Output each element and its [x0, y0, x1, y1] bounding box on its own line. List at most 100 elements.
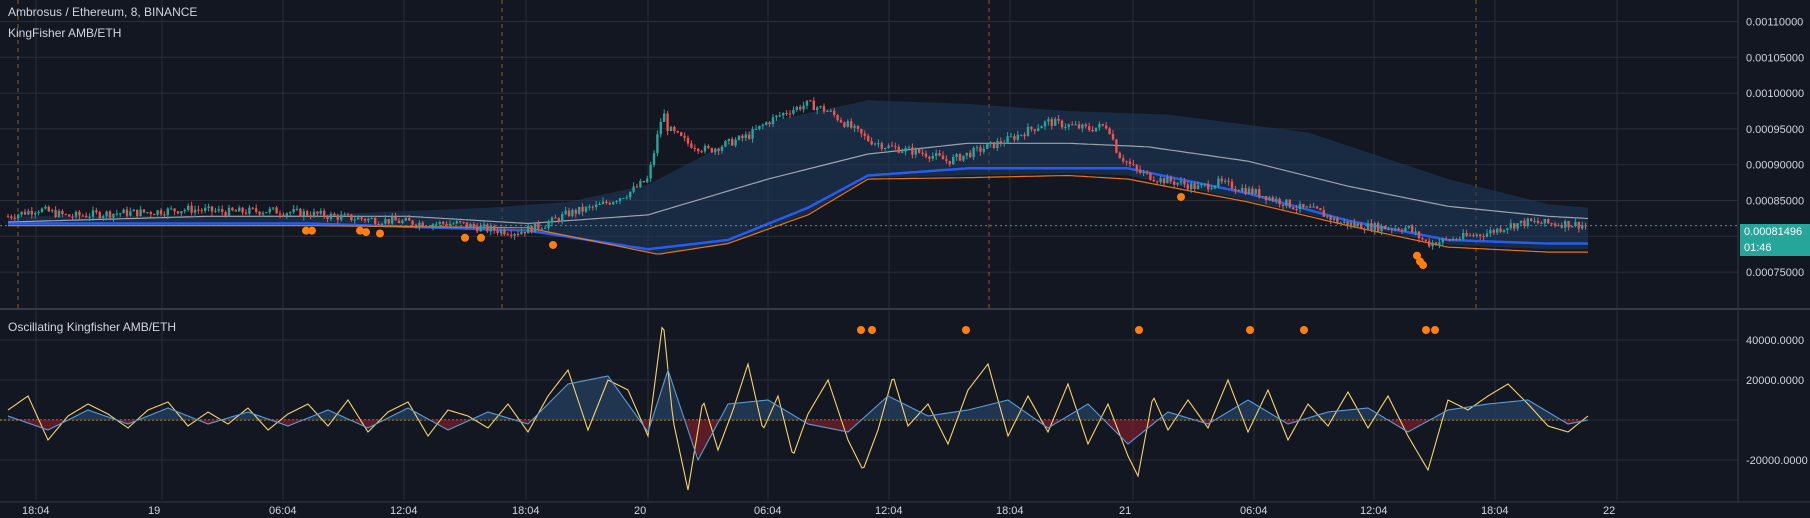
candle: [737, 135, 741, 140]
candle: [238, 207, 241, 212]
candle: [482, 224, 486, 227]
candle: [462, 221, 465, 223]
candle: [591, 206, 594, 208]
candle: [1173, 181, 1176, 185]
candle: [979, 147, 982, 152]
y-tick-label: 0.00075000: [1746, 267, 1804, 279]
candle: [683, 135, 686, 138]
signal-dot: [302, 226, 310, 235]
candle: [6, 216, 10, 218]
candle: [1533, 220, 1536, 222]
candle: [744, 134, 747, 139]
candle: [207, 206, 210, 208]
candle: [860, 128, 863, 134]
candle: [601, 201, 605, 204]
candle: [1530, 218, 1533, 222]
candle: [1349, 222, 1353, 226]
candle: [846, 121, 849, 127]
candle: [153, 214, 156, 216]
candle: [833, 110, 836, 116]
candle: [1519, 220, 1523, 224]
candle: [1343, 221, 1346, 223]
candle: [1084, 124, 1087, 127]
candle: [1366, 223, 1370, 231]
candle: [129, 211, 132, 216]
candle: [183, 209, 186, 212]
candle: [387, 218, 390, 224]
candle: [805, 100, 809, 106]
candle: [1513, 223, 1516, 229]
x-tick-label: 12:04: [1360, 505, 1388, 517]
candle: [931, 155, 934, 159]
candle: [61, 210, 64, 215]
candle: [1394, 228, 1397, 230]
candle: [268, 208, 271, 213]
candle: [333, 213, 336, 216]
candle: [241, 207, 244, 213]
candle: [1336, 218, 1339, 224]
candle: [1411, 225, 1414, 232]
candle: [1577, 221, 1580, 229]
candle: [367, 218, 370, 221]
candle: [496, 230, 499, 233]
candle: [598, 203, 601, 205]
candle: [1309, 206, 1312, 208]
y-tick-label: -20000.0000: [1746, 455, 1808, 467]
candle: [527, 225, 530, 234]
candle: [343, 214, 346, 216]
candle: [289, 212, 292, 214]
candle: [1023, 134, 1026, 137]
candle: [435, 223, 438, 225]
candle: [652, 153, 656, 165]
candle: [941, 155, 945, 160]
symbol-title: Ambrosus / Ethereum, 8, BINANCE: [8, 5, 198, 19]
candle: [1346, 221, 1349, 226]
candle: [1142, 172, 1145, 174]
candle: [431, 224, 435, 227]
candle: [445, 223, 448, 226]
candle: [1088, 126, 1091, 130]
candle: [442, 222, 445, 224]
candle: [125, 209, 129, 216]
candle: [816, 107, 819, 111]
candle: [159, 210, 163, 215]
candle: [618, 198, 622, 202]
candle: [197, 209, 200, 211]
candle: [319, 210, 322, 214]
candle: [921, 152, 924, 154]
candle: [1118, 152, 1121, 159]
candle: [1465, 233, 1468, 236]
candle: [561, 214, 564, 222]
candle: [771, 117, 775, 125]
candle: [20, 211, 23, 215]
candle: [792, 109, 795, 114]
candle: [503, 229, 506, 235]
candle: [642, 180, 645, 183]
candle: [476, 226, 479, 232]
candle: [438, 222, 441, 224]
candle: [170, 208, 173, 210]
candle: [1006, 136, 1009, 144]
candle: [1251, 188, 1254, 194]
candle: [911, 147, 914, 155]
candle: [1203, 183, 1206, 185]
candle: [119, 213, 122, 215]
candle: [176, 211, 180, 214]
candle: [799, 106, 802, 110]
candle: [547, 222, 550, 228]
candle: [700, 151, 703, 153]
candle: [1244, 187, 1247, 194]
candle: [714, 148, 717, 153]
candle: [374, 218, 377, 224]
candle: [166, 208, 169, 216]
candle: [1128, 161, 1132, 164]
candle: [71, 216, 74, 218]
candle: [632, 186, 635, 192]
candle: [955, 154, 958, 157]
x-tick-label: 06:04: [1240, 505, 1268, 517]
candle: [758, 125, 761, 129]
candle: [1540, 222, 1543, 224]
candle: [649, 164, 652, 179]
oscillator-signal-dot: [1431, 326, 1439, 334]
